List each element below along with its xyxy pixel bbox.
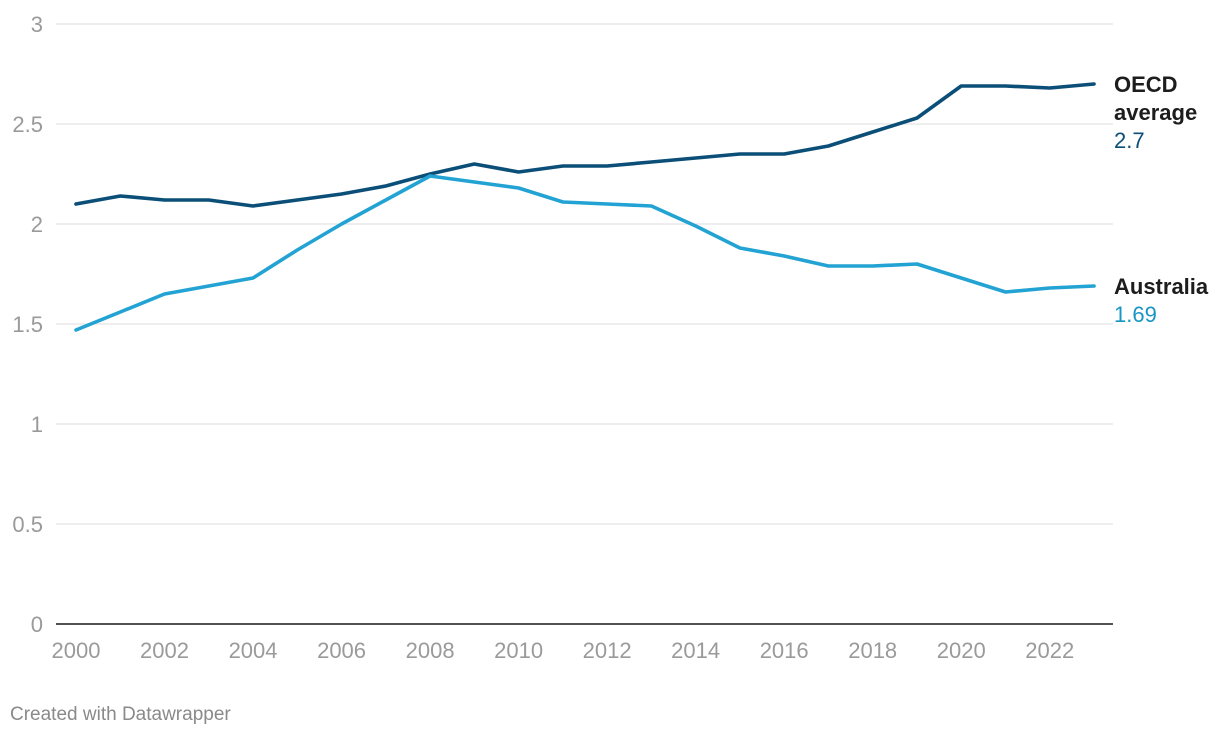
y-tick-label: 2 <box>31 212 43 237</box>
x-tick-label: 2010 <box>494 638 543 663</box>
series-name-label: Australia <box>1114 274 1209 299</box>
x-tick-label: 2022 <box>1025 638 1074 663</box>
y-tick-label: 3 <box>31 12 43 37</box>
series-label-australia: Australia 1.69 <box>1114 274 1209 327</box>
y-tick-label: 0.5 <box>12 512 43 537</box>
x-axis-tick-labels: 2000 2002 2004 2006 2008 2010 2012 2014 2016 2018… <box>52 638 1075 663</box>
y-tick-label: 1 <box>31 412 43 437</box>
y-axis-tick-labels: 0 0.5 1 1.5 2 2.5 3 <box>12 12 43 637</box>
series-end-value: 1.69 <box>1114 302 1157 327</box>
series-line-australia <box>74 174 1096 332</box>
series-end-labels: OECD average 2.7 Australia 1.69 <box>1114 72 1209 327</box>
series-lines <box>74 82 1096 332</box>
x-tick-label: 2020 <box>937 638 986 663</box>
y-tick-label: 0 <box>31 612 43 637</box>
x-tick-label: 2004 <box>229 638 278 663</box>
y-tick-label: 1.5 <box>12 312 43 337</box>
x-tick-label: 2002 <box>140 638 189 663</box>
gridlines <box>56 23 1113 525</box>
series-line-oecd-average <box>74 82 1096 208</box>
x-tick-label: 2016 <box>760 638 809 663</box>
x-tick-label: 2000 <box>52 638 101 663</box>
series-label-oecd-average: OECD average 2.7 <box>1114 72 1197 153</box>
datawrapper-credit[interactable]: Created with Datawrapper <box>10 704 231 725</box>
series-name-label: OECD <box>1114 72 1178 97</box>
y-tick-label: 2.5 <box>12 112 43 137</box>
series-name-label: average <box>1114 100 1197 125</box>
x-tick-label: 2012 <box>583 638 632 663</box>
x-tick-label: 2006 <box>317 638 366 663</box>
x-tick-label: 2008 <box>406 638 455 663</box>
x-tick-label: 2014 <box>671 638 720 663</box>
series-end-value: 2.7 <box>1114 128 1145 153</box>
x-tick-label: 2018 <box>848 638 897 663</box>
